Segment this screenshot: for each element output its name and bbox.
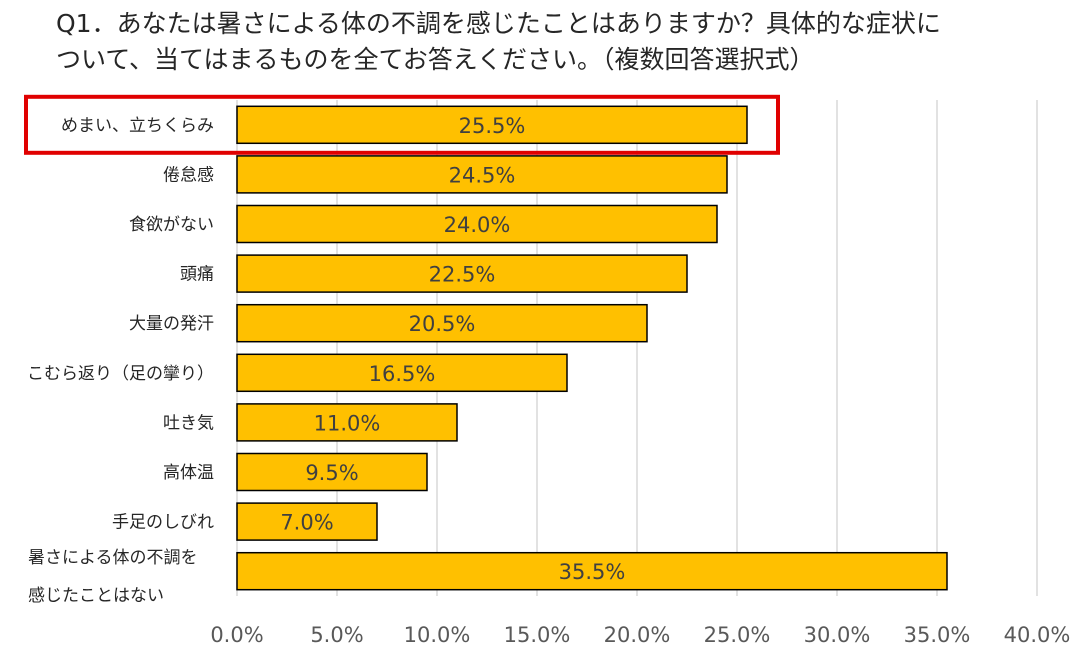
- bar-9: [236, 551, 948, 591]
- category-label-8: 手足のしびれ: [112, 513, 214, 533]
- x-tick-label-5: 25.0%: [704, 623, 771, 647]
- value-label-2: 24.0%: [444, 213, 511, 237]
- highlight-box: [24, 94, 780, 155]
- bar-5: [236, 353, 568, 393]
- category-label-6: 吐き気: [163, 413, 214, 433]
- bar-8: [236, 502, 378, 541]
- category-label-2: 食欲がない: [129, 215, 214, 235]
- chart-title-line-2: ついて、当てはまるものを全てお答えください。（複数回答選択式）: [56, 45, 815, 74]
- category-label-9-line-1: 感じたことはない: [28, 586, 164, 606]
- x-tick-label-4: 20.0%: [604, 623, 671, 647]
- value-label-9: 35.5%: [559, 560, 626, 584]
- bar-4: [236, 303, 648, 343]
- category-label-5: こむら返り（足の攣り）: [27, 364, 214, 384]
- chart-title-line-1: Q1．あなたは暑さによる体の不調を感じたことはありますか？具体的な症状に: [56, 9, 941, 38]
- bar-1: [236, 155, 728, 194]
- bar-0: [236, 105, 748, 145]
- category-label-1: 倦怠感: [163, 165, 214, 185]
- bar-2: [236, 204, 718, 244]
- chart-title: Q1．あなたは暑さによる体の不調を感じたことはありますか？具体的な症状に ついて…: [56, 6, 1066, 78]
- x-tick-label-7: 35.0%: [904, 623, 971, 647]
- value-label-4: 20.5%: [409, 312, 476, 336]
- x-tick-label-8: 40.0%: [1004, 623, 1071, 647]
- value-label-6: 11.0%: [314, 411, 381, 435]
- category-label-4: 大量の発汗: [129, 314, 214, 334]
- category-label-7: 高体温: [163, 463, 214, 483]
- value-label-1: 24.5%: [449, 163, 516, 187]
- x-tick-label-3: 15.0%: [504, 623, 571, 647]
- x-tick-label-1: 5.0%: [310, 623, 363, 647]
- bar-7: [236, 452, 428, 492]
- category-label-0: めまい、立ちくらみ: [61, 116, 214, 136]
- x-tick-label-6: 30.0%: [804, 623, 871, 647]
- category-label-3: 頭痛: [180, 265, 214, 285]
- value-label-5: 16.5%: [369, 362, 436, 386]
- category-label-9-line-0: 暑さによる体の不調を: [28, 548, 198, 568]
- value-label-8: 7.0%: [280, 511, 333, 535]
- value-label-3: 22.5%: [429, 263, 496, 287]
- bar-6: [236, 403, 458, 442]
- value-label-7: 9.5%: [305, 461, 358, 485]
- bar-3: [236, 254, 688, 293]
- x-tick-label-0: 0.0%: [210, 623, 263, 647]
- x-tick-label-2: 10.0%: [404, 623, 471, 647]
- value-label-0: 25.5%: [459, 114, 526, 138]
